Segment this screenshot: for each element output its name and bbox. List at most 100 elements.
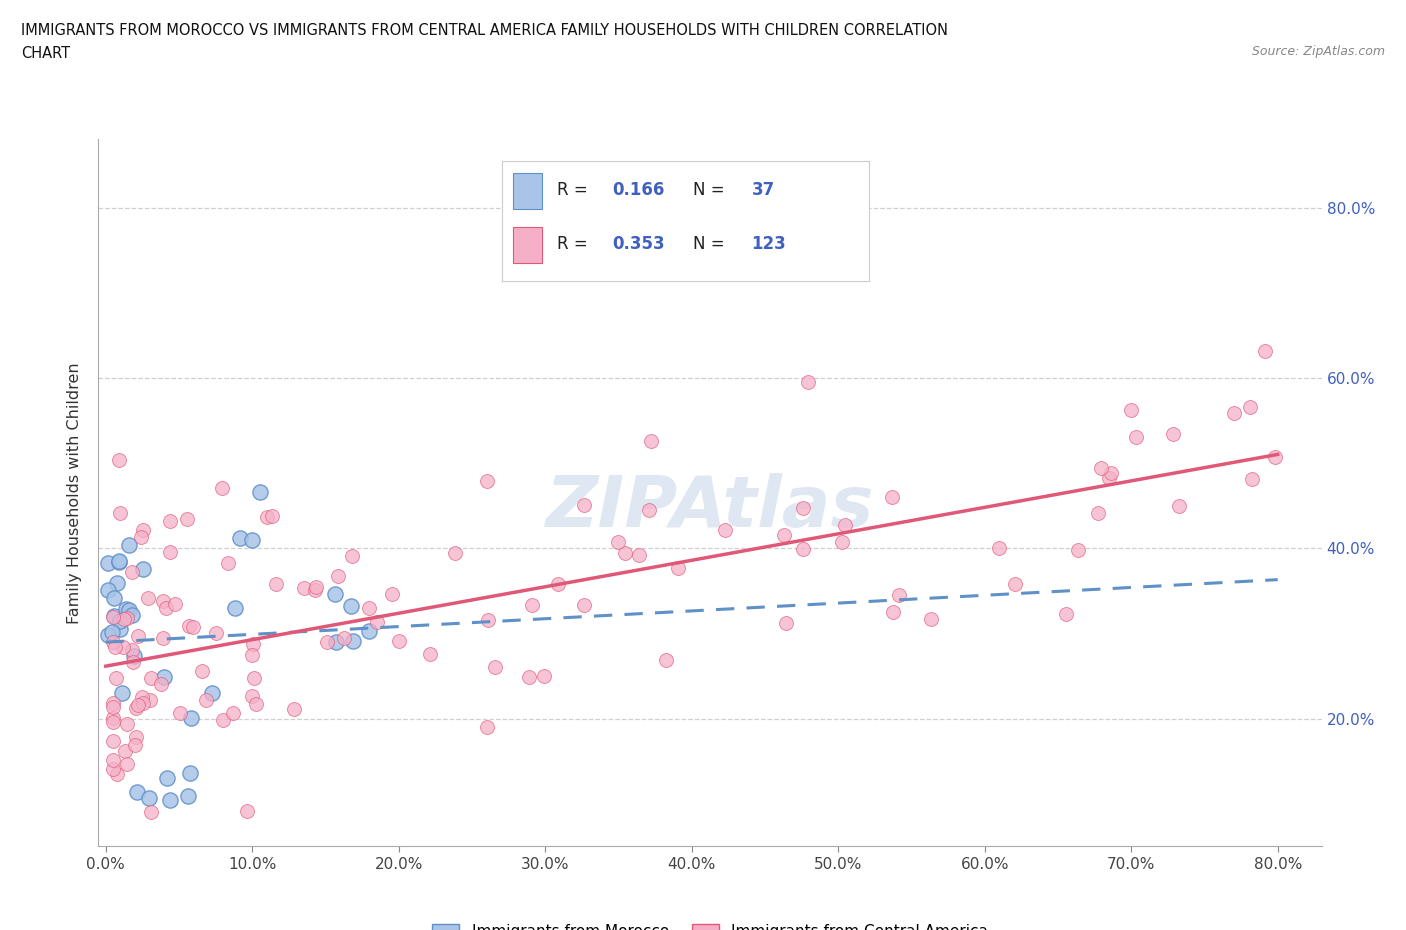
Point: [121, 607, 143, 622]
Text: CHART: CHART: [21, 46, 70, 61]
Point: [138, 790, 160, 805]
Y-axis label: Family Households with Children: Family Households with Children: [67, 362, 83, 624]
Point: [108, 505, 131, 520]
Point: [242, 636, 264, 651]
Point: [176, 512, 198, 526]
Point: [1119, 403, 1142, 418]
Point: [292, 580, 315, 595]
Point: [125, 730, 148, 745]
Point: [159, 545, 181, 560]
Point: [256, 510, 278, 525]
Point: [105, 671, 128, 685]
Point: [131, 530, 153, 545]
Point: [328, 569, 350, 584]
Point: [1264, 450, 1286, 465]
Point: [243, 671, 266, 685]
Point: [139, 693, 162, 708]
Point: [240, 688, 263, 703]
Point: [475, 474, 498, 489]
Point: [714, 523, 737, 538]
Point: [340, 599, 363, 614]
Point: [115, 756, 138, 771]
Point: [640, 434, 662, 449]
Point: [105, 767, 128, 782]
Point: [97, 628, 120, 643]
Legend: Immigrants from Morocco, Immigrants from Central America: Immigrants from Morocco, Immigrants from…: [426, 918, 994, 930]
Point: [110, 621, 132, 636]
Point: [105, 576, 128, 591]
Point: [572, 598, 595, 613]
Point: [101, 762, 124, 777]
Point: [180, 711, 202, 725]
Point: [1222, 405, 1244, 420]
Point: [1087, 505, 1109, 520]
Point: [139, 804, 162, 819]
Point: [101, 699, 124, 714]
Point: [484, 659, 506, 674]
Point: [110, 685, 132, 700]
Point: [152, 593, 174, 608]
Point: [159, 514, 181, 529]
Point: [1090, 460, 1112, 475]
Point: [572, 498, 595, 512]
Point: [517, 670, 540, 684]
Point: [987, 540, 1010, 555]
Point: [1167, 498, 1189, 513]
Point: [104, 640, 127, 655]
Point: [920, 612, 942, 627]
Point: [224, 601, 246, 616]
Point: [242, 533, 264, 548]
Point: [121, 643, 143, 658]
Point: [115, 610, 138, 625]
Point: [201, 685, 224, 700]
Point: [103, 608, 125, 623]
Point: [333, 631, 356, 645]
Point: [110, 614, 132, 629]
Point: [882, 605, 904, 620]
Point: [191, 664, 214, 679]
Point: [1125, 430, 1147, 445]
Point: [304, 580, 326, 595]
Point: [132, 695, 155, 710]
Point: [124, 649, 146, 664]
Point: [101, 634, 124, 649]
Point: [114, 601, 136, 616]
Point: [156, 771, 179, 786]
Point: [132, 562, 155, 577]
Point: [1239, 400, 1261, 415]
Point: [103, 591, 125, 605]
Point: [359, 601, 381, 616]
Point: [114, 743, 136, 758]
Point: [127, 629, 149, 644]
Point: [217, 555, 239, 570]
Point: [797, 374, 820, 389]
Point: [124, 737, 146, 752]
Point: [342, 633, 364, 648]
Point: [111, 640, 134, 655]
Point: [381, 586, 404, 601]
Point: [547, 577, 569, 591]
Point: [136, 591, 159, 605]
Point: [127, 698, 149, 712]
Point: [132, 523, 155, 538]
Point: [477, 613, 499, 628]
Point: [118, 603, 141, 618]
Point: [775, 616, 797, 631]
Point: [125, 785, 148, 800]
Point: [522, 598, 544, 613]
Point: [107, 554, 129, 569]
Point: [211, 481, 233, 496]
Point: [834, 518, 856, 533]
Point: [240, 647, 263, 662]
Point: [97, 582, 120, 597]
Point: [772, 528, 794, 543]
Point: [1099, 466, 1122, 481]
Point: [159, 792, 181, 807]
Point: [205, 626, 228, 641]
Point: [325, 634, 347, 649]
Point: [443, 546, 465, 561]
Point: [101, 733, 124, 748]
Point: [283, 701, 305, 716]
Point: [1254, 343, 1277, 358]
Point: [323, 587, 346, 602]
